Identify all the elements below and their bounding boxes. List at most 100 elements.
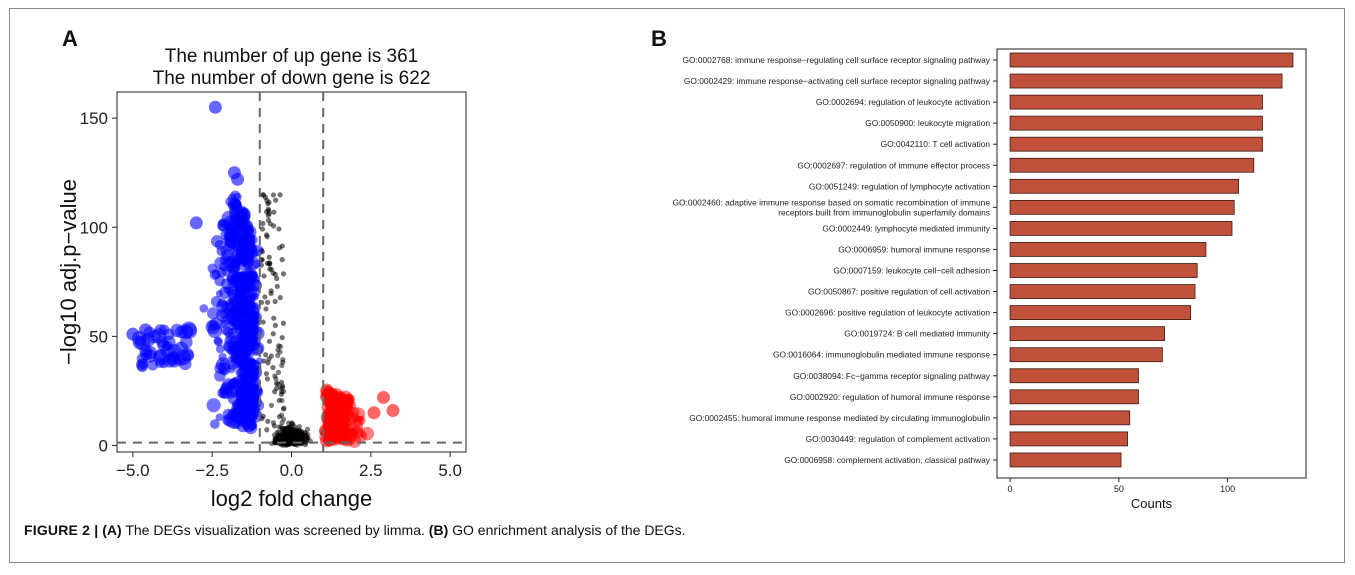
ns-point (273, 385, 280, 391)
go-bar (1009, 52, 1294, 68)
down-gene-point (244, 225, 255, 236)
ns-point (277, 192, 283, 198)
go-term-label: GO:0002768: immune response−regulating c… (683, 55, 991, 65)
go-bar (1009, 178, 1239, 194)
ns-point (279, 243, 285, 249)
ns-point (262, 294, 268, 300)
down-gene-point (214, 337, 223, 347)
down-gene-point (233, 336, 243, 346)
x-tick-label: −2.5 (195, 461, 229, 480)
go-term-label: receptors built from immunoglobulin supe… (778, 207, 990, 217)
ns-point (265, 418, 271, 424)
down-gene-point (234, 292, 247, 305)
caption-part-a-text: The DEGs visualization was screened by l… (121, 522, 429, 538)
ns-point (261, 273, 267, 279)
ns-point (273, 197, 279, 203)
down-gene-point (242, 331, 255, 343)
ns-point (264, 234, 270, 240)
caption-part-b-label: (B) (428, 522, 449, 538)
down-gene-point (205, 319, 221, 335)
ns-point (265, 360, 271, 366)
go-bar (1009, 389, 1139, 405)
ns-point (266, 211, 272, 217)
highlight-point (189, 216, 203, 230)
ns-point (260, 319, 266, 325)
down-gene-point (224, 309, 233, 318)
ns-point (271, 209, 277, 215)
volcano-plot-area (116, 91, 467, 453)
down-gene-point (227, 270, 242, 285)
down-gene-point (252, 275, 261, 284)
highlight-point (377, 390, 391, 404)
go-term-label: GO:0002460: adaptive immune response bas… (673, 197, 991, 207)
ns-point (263, 306, 269, 312)
go-bar (1009, 431, 1128, 447)
highlight-point (208, 100, 222, 114)
ns-point (264, 197, 270, 203)
go-term-label: GO:0002920: regulation of humoral immune… (790, 392, 991, 402)
ns-point (279, 334, 285, 341)
ns-point (266, 338, 273, 344)
y-tick-label: 150 (80, 109, 108, 128)
ns-point (268, 288, 274, 294)
down-gene-point (231, 400, 240, 409)
ns-point (274, 275, 280, 282)
down-gene-point (206, 398, 221, 413)
ns-point (272, 298, 278, 305)
x-axis-label: Counts (1131, 496, 1173, 511)
go-bar (1009, 199, 1235, 215)
down-gene-point (217, 220, 229, 232)
down-gene-point (247, 286, 260, 300)
down-gene-point (242, 270, 255, 283)
chart-title-line-1: The number of up gene is 361 (165, 46, 419, 67)
go-term-label: GO:0006959: humoral immune response (838, 244, 990, 254)
down-gene-point (241, 406, 257, 421)
down-gene-point (218, 352, 227, 362)
ns-point (277, 385, 284, 391)
up-gene-point (333, 397, 346, 410)
down-gene-point (209, 419, 220, 429)
down-gene-point (136, 360, 148, 373)
up-gene-point (356, 415, 364, 423)
go-term-label: GO:0007159: leukocyte cell−cell adhesion (833, 266, 990, 276)
down-gene-point (220, 389, 229, 399)
go-bar (1009, 94, 1263, 110)
ns-point (280, 359, 286, 365)
panel-label-b: B (651, 26, 667, 51)
down-gene-point (247, 385, 259, 397)
down-gene-point (240, 376, 254, 390)
go-term-label: GO:0050900: leukocyte migration (865, 118, 990, 128)
up-gene-point (338, 424, 346, 432)
down-gene-point (214, 239, 225, 250)
down-gene-point (227, 378, 239, 390)
go-bar (1009, 326, 1165, 342)
down-gene-point (233, 257, 241, 265)
ns-point (270, 270, 276, 276)
ns-point (259, 226, 266, 232)
ns-point (267, 261, 273, 267)
down-gene-point (231, 202, 239, 210)
down-gene-point (230, 190, 241, 201)
x-tick-label: −5.0 (116, 461, 150, 480)
caption-part-b-text: GO enrichment analysis of the DEGs. (448, 522, 686, 538)
go-bar (1009, 410, 1131, 426)
x-tick-label: 100 (1220, 484, 1235, 494)
ns-point (275, 432, 282, 439)
ns-point (273, 380, 280, 386)
highlight-point (231, 172, 245, 186)
down-gene-point (240, 253, 250, 263)
down-gene-point (178, 357, 192, 371)
ns-point (270, 192, 277, 198)
ns-point (272, 373, 278, 379)
go-bar (1009, 242, 1207, 257)
go-bar (1009, 305, 1192, 321)
ns-point (274, 283, 280, 289)
down-gene-point (219, 366, 228, 375)
ns-point (293, 428, 299, 434)
down-gene-point (241, 216, 250, 225)
caption-part-a-label: (A) (102, 522, 122, 538)
go-term-label: GO:0050867: positive regulation of cell … (808, 287, 990, 297)
ns-point (264, 299, 271, 305)
down-gene-point (232, 354, 243, 365)
